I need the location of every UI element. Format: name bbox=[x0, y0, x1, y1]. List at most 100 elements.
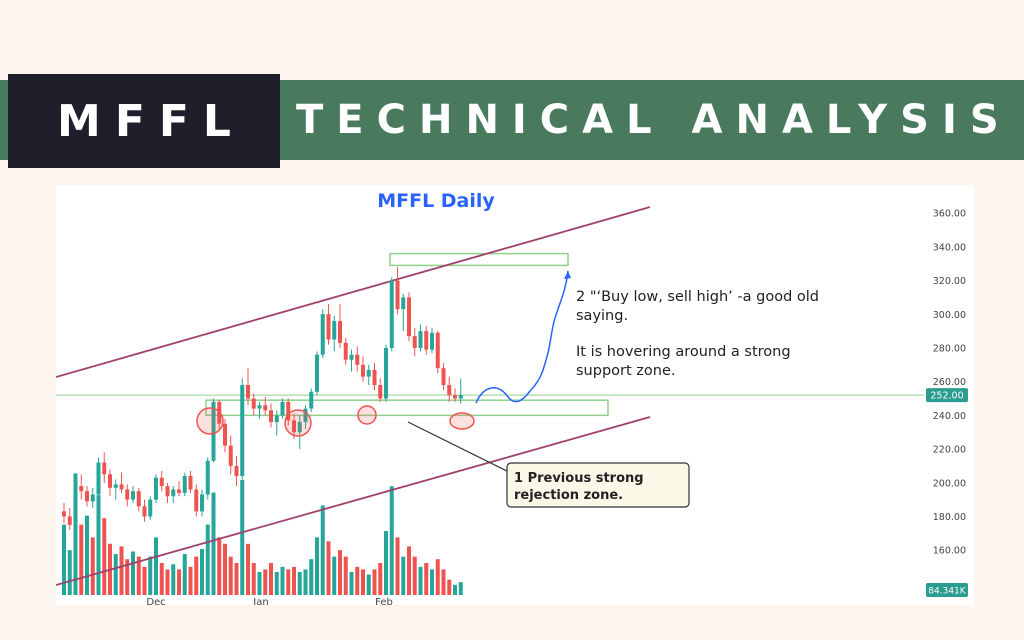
volume-value-label: 84.341K bbox=[928, 587, 966, 597]
price-tick-label: 280.00 bbox=[933, 343, 966, 354]
volume-bar bbox=[326, 541, 331, 595]
candle-body bbox=[407, 297, 411, 337]
volume-bar bbox=[177, 569, 181, 595]
candle-body bbox=[372, 369, 377, 386]
candle-body bbox=[412, 336, 417, 348]
candle-body bbox=[303, 408, 308, 423]
candle-body bbox=[211, 401, 216, 461]
candle-body bbox=[136, 491, 141, 507]
candle-body bbox=[223, 423, 227, 446]
volume-bar bbox=[361, 569, 365, 595]
candle-body bbox=[177, 489, 181, 493]
volume-bar bbox=[142, 566, 147, 595]
volume-bar bbox=[113, 554, 118, 595]
ticker-label: MFFL bbox=[57, 95, 245, 147]
volume-bar bbox=[246, 543, 250, 595]
candle-body bbox=[458, 395, 463, 399]
candle-body bbox=[142, 506, 147, 517]
volume-bar bbox=[338, 550, 342, 595]
volume-bar bbox=[297, 571, 302, 595]
candle-body bbox=[418, 331, 423, 348]
candle-body bbox=[366, 369, 371, 377]
candle-body bbox=[395, 280, 400, 310]
volume-bar bbox=[315, 537, 319, 595]
candle-body bbox=[148, 499, 153, 517]
candle-body bbox=[430, 332, 434, 350]
price-tick-label: 340.00 bbox=[933, 242, 966, 253]
volume-bar bbox=[67, 550, 72, 595]
volume-bar bbox=[424, 563, 429, 595]
volume-bar bbox=[355, 566, 360, 595]
volume-bar bbox=[447, 579, 452, 595]
candle-body bbox=[96, 462, 101, 495]
trend-channel bbox=[56, 206, 651, 586]
volume-bar bbox=[148, 556, 153, 595]
price-tick-label: 160.00 bbox=[933, 546, 966, 557]
price-tick-label: 200.00 bbox=[933, 478, 966, 489]
volume-bar bbox=[171, 564, 176, 595]
candle-body bbox=[188, 476, 193, 490]
volume-bar bbox=[309, 559, 314, 595]
candle-body bbox=[131, 491, 135, 500]
volume-bar bbox=[332, 556, 337, 595]
candle-body bbox=[159, 477, 164, 487]
volume-bar bbox=[384, 531, 388, 595]
volume-bar bbox=[211, 492, 216, 595]
candle-body bbox=[73, 486, 78, 525]
resistance-zone bbox=[389, 252, 569, 267]
volume-bar bbox=[96, 495, 101, 595]
rejection-text-line1: 1 Previous strong bbox=[514, 471, 644, 486]
volume-bar bbox=[263, 569, 268, 595]
price-tick-label: 240.00 bbox=[933, 411, 966, 422]
candle-body bbox=[67, 516, 72, 525]
candle-body bbox=[286, 401, 291, 421]
price-tick-label: 300.00 bbox=[933, 310, 966, 321]
upper-channel-line bbox=[56, 206, 651, 378]
volume-badge bbox=[926, 583, 968, 597]
volume-bar bbox=[286, 569, 291, 595]
volume-bar bbox=[217, 537, 222, 595]
zones bbox=[56, 252, 924, 417]
volume-bar bbox=[194, 556, 199, 595]
touch-circles bbox=[196, 405, 475, 437]
candle-body bbox=[90, 494, 95, 502]
volume-bars bbox=[62, 473, 463, 595]
candle-body bbox=[453, 395, 457, 399]
candle-body bbox=[384, 347, 388, 399]
time-tick-label: Jan bbox=[252, 597, 268, 605]
candle-body bbox=[326, 314, 331, 340]
time-tick-label: Feb bbox=[375, 597, 393, 605]
price-tick-label: 320.00 bbox=[933, 276, 966, 287]
projected-path bbox=[475, 270, 569, 404]
candle-body bbox=[424, 331, 429, 350]
price-tick-label: 360.00 bbox=[933, 209, 966, 220]
candle-body bbox=[378, 385, 383, 399]
volume-bar bbox=[395, 537, 400, 595]
volume-bar bbox=[389, 486, 394, 595]
volume-bar bbox=[159, 563, 164, 595]
candle-body bbox=[85, 491, 89, 502]
candle-body bbox=[119, 484, 124, 490]
volume-bar bbox=[401, 556, 406, 595]
ticker-badge: MFFL bbox=[8, 74, 280, 168]
candle-body bbox=[320, 314, 325, 355]
volume-bar bbox=[418, 566, 423, 595]
candle-body bbox=[332, 320, 337, 340]
volume-bar bbox=[188, 566, 193, 595]
volume-bar bbox=[131, 551, 135, 595]
candle-body bbox=[108, 474, 112, 488]
candle-body bbox=[125, 489, 130, 500]
candle-body bbox=[182, 476, 187, 493]
volume-bar bbox=[292, 566, 296, 595]
volume-bar bbox=[320, 505, 325, 595]
volume-bar bbox=[228, 556, 233, 595]
callout-pointer bbox=[407, 421, 522, 479]
rejection-callout-box bbox=[506, 462, 690, 508]
volume-bar bbox=[102, 518, 107, 595]
candle-body bbox=[447, 385, 452, 396]
candle-body bbox=[441, 368, 446, 386]
candle-body bbox=[389, 280, 394, 348]
price-tick-label: 260.00 bbox=[933, 377, 966, 388]
touch-circle bbox=[196, 407, 224, 435]
candle-body bbox=[102, 462, 107, 475]
